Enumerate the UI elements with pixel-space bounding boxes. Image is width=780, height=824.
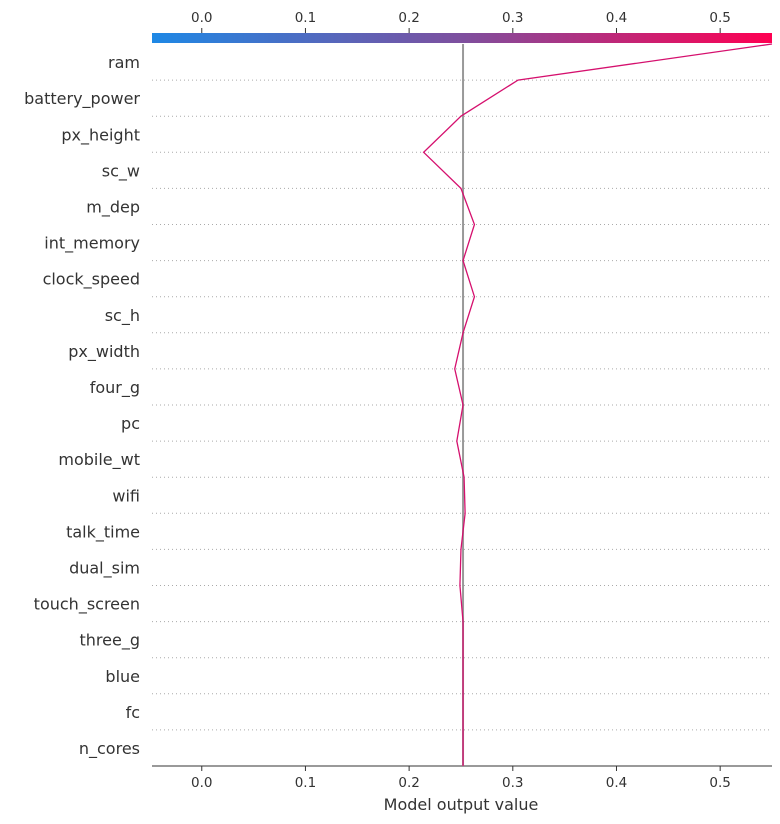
top-tick-label: 0.3	[502, 10, 523, 26]
feature-label: talk_time	[66, 522, 140, 542]
feature-label: wifi	[112, 486, 140, 505]
grid-lines	[152, 79, 772, 731]
top-tick-label: 0.2	[398, 10, 419, 26]
bottom-tick-label: 0.0	[191, 775, 212, 791]
top-tick-label: 0.5	[709, 10, 730, 26]
feature-label: px_width	[68, 342, 140, 362]
feature-label: blue	[105, 667, 140, 686]
feature-label: three_g	[80, 631, 140, 651]
feature-label: clock_speed	[43, 270, 140, 290]
bottom-tick-label: 0.1	[295, 775, 316, 791]
feature-label: dual_sim	[69, 558, 140, 578]
feature-label: sc_w	[102, 161, 140, 181]
feature-label: touch_screen	[34, 595, 140, 615]
top-tick-label: 0.1	[295, 10, 316, 26]
feature-label: mobile_wt	[58, 450, 140, 470]
decision-path-line	[422, 43, 773, 766]
bottom-tick-label: 0.5	[709, 775, 730, 791]
bottom-tick-label: 0.2	[398, 775, 419, 791]
top-tick-label: 0.4	[606, 10, 627, 26]
bottom-tick-label: 0.4	[606, 775, 627, 791]
x-axis-title: Model output value	[384, 795, 539, 814]
feature-label: int_memory	[44, 234, 140, 254]
color-bar	[152, 33, 772, 43]
feature-labels: ram battery_power px_height sc_w m_dep int_me…	[24, 53, 140, 759]
top-axis: 0.0 0.1 0.2 0.3 0.4 0.5	[191, 10, 731, 33]
feature-label: battery_power	[24, 89, 140, 109]
feature-label: m_dep	[86, 197, 140, 217]
feature-label: sc_h	[105, 306, 140, 326]
feature-label: px_height	[61, 125, 140, 145]
bottom-axis: 0.0 0.1 0.2 0.3 0.4 0.5	[152, 765, 772, 791]
feature-label: four_g	[90, 378, 140, 398]
top-tick-label: 0.0	[191, 10, 212, 26]
feature-label: pc	[121, 414, 140, 433]
feature-label: ram	[108, 53, 140, 72]
bottom-tick-label: 0.3	[502, 775, 523, 791]
feature-label: fc	[126, 703, 140, 722]
feature-label: n_cores	[79, 739, 140, 759]
